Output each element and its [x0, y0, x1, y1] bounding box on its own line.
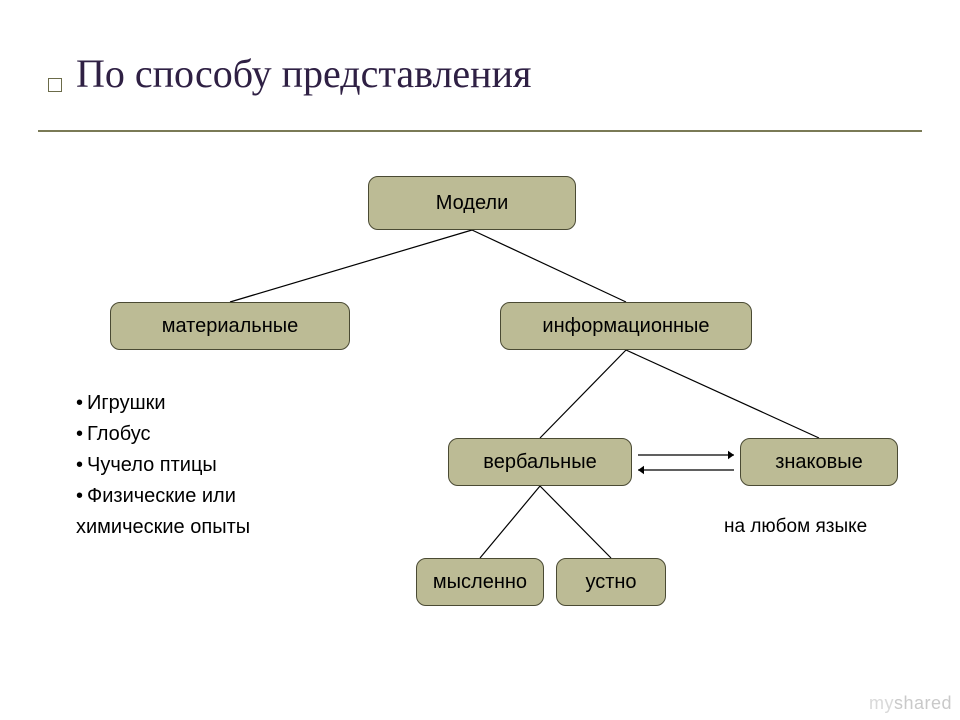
watermark-part2: shared — [894, 693, 952, 713]
title-underline — [38, 130, 922, 132]
material-examples-list: ИгрушкиГлобусЧучело птицыФизические или … — [76, 388, 311, 543]
node-oral: устно — [556, 558, 666, 606]
node-sign: знаковые — [740, 438, 898, 486]
node-info: информационные — [500, 302, 752, 350]
node-think: мысленно — [416, 558, 544, 606]
watermark: myshared — [869, 693, 952, 714]
sign-language-caption: на любом языке — [724, 516, 867, 538]
slide-title: По способу представления — [76, 50, 531, 97]
list-item: Физические или химические опыты — [76, 481, 311, 543]
list-item: Игрушки — [76, 388, 311, 419]
node-mat: материальные — [110, 302, 350, 350]
title-bullet-square — [48, 78, 62, 92]
node-root: Модели — [368, 176, 576, 230]
node-verbal: вербальные — [448, 438, 632, 486]
watermark-part1: my — [869, 693, 894, 713]
list-item: Чучело птицы — [76, 450, 311, 481]
list-item: Глобус — [76, 419, 311, 450]
diagram-lines — [0, 0, 960, 720]
